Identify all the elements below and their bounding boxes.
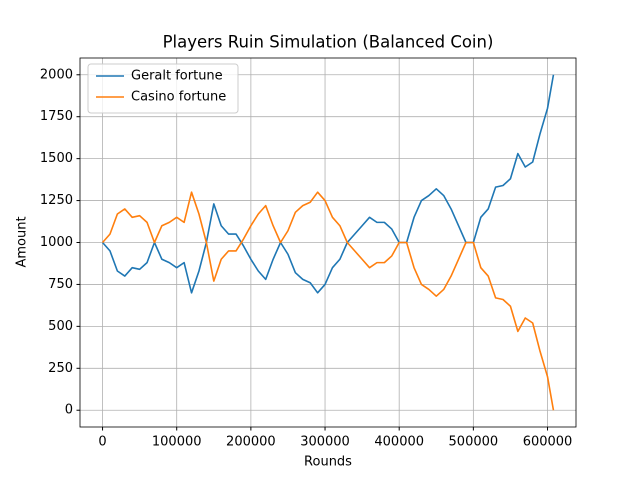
y-tick-label: 1250 bbox=[40, 193, 73, 208]
x-tick-label: 200000 bbox=[226, 435, 276, 450]
x-tick-label: 100000 bbox=[152, 435, 202, 450]
x-tick-label: 500000 bbox=[449, 435, 499, 450]
data-line bbox=[101, 74, 555, 294]
x-tick-label: 600000 bbox=[523, 435, 573, 450]
y-tick-label: 1500 bbox=[40, 151, 73, 166]
x-tick-label: 0 bbox=[98, 435, 106, 450]
y-tick-label: 750 bbox=[48, 277, 73, 292]
chart-title: Players Ruin Simulation (Balanced Coin) bbox=[163, 33, 494, 52]
x-axis-label: Rounds bbox=[304, 455, 352, 470]
x-tick-label: 300000 bbox=[300, 435, 350, 450]
x-tick-label: 400000 bbox=[374, 435, 424, 450]
y-tick-label: 500 bbox=[48, 319, 73, 334]
legend-box bbox=[87, 63, 239, 114]
plot-frame bbox=[79, 57, 577, 428]
y-tick-label: 0 bbox=[65, 403, 73, 418]
y-axis-label: Amount bbox=[15, 216, 30, 267]
legend: Geralt fortune Casino fortune bbox=[87, 63, 239, 114]
y-tick-label: 1000 bbox=[40, 235, 73, 250]
y-tick-label: 2000 bbox=[40, 67, 73, 82]
legend-label: Geralt fortune bbox=[131, 69, 223, 84]
legend-label: Casino fortune bbox=[131, 90, 226, 105]
y-tick-label: 250 bbox=[48, 361, 73, 376]
y-tick-label: 1750 bbox=[40, 109, 73, 124]
data-line bbox=[101, 191, 555, 411]
